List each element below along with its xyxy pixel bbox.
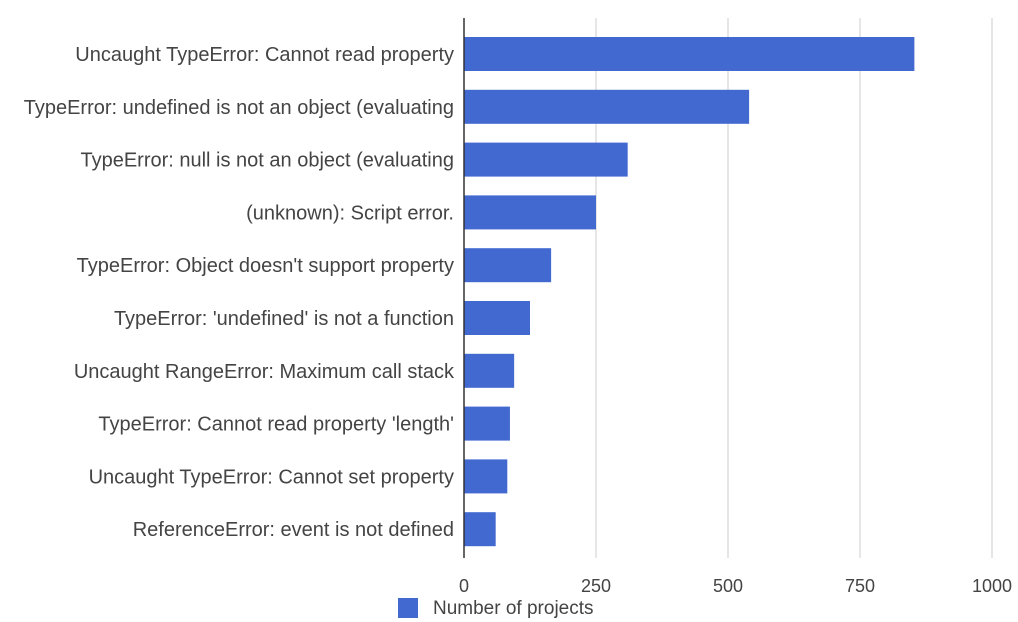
category-label-5: TypeError: Object doesn't support proper… <box>77 255 454 277</box>
x-tick-labels: 0 250 500 750 1000 <box>459 576 1012 596</box>
x-tick-label-500: 500 <box>713 576 743 596</box>
category-label-2: TypeError: undefined is not an object (e… <box>24 97 454 119</box>
bar-4 <box>464 195 596 230</box>
bar-6 <box>464 301 530 335</box>
legend: Number of projects <box>398 598 594 619</box>
bar-2 <box>464 89 750 124</box>
x-tick-label-1000: 1000 <box>972 576 1012 596</box>
legend-label: Number of projects <box>433 598 594 619</box>
category-label-4: (unknown): Script error. <box>246 202 454 224</box>
x-tick-label-750: 750 <box>845 576 875 596</box>
bars <box>464 37 915 547</box>
category-label-9: Uncaught TypeError: Cannot set property <box>89 466 454 488</box>
category-label-6: TypeError: 'undefined' is not a function <box>114 308 454 330</box>
bar-1 <box>464 37 915 71</box>
bar-8 <box>464 406 510 441</box>
category-label-1: Uncaught TypeError: Cannot read property <box>75 44 454 66</box>
bar-9 <box>464 459 508 494</box>
category-label-7: Uncaught RangeError: Maximum call stack <box>74 361 455 383</box>
bar-5 <box>464 248 552 283</box>
category-label-3: TypeError: null is not an object (evalua… <box>80 150 454 172</box>
category-labels: Uncaught TypeError: Cannot read property… <box>24 44 455 541</box>
category-label-8: TypeError: Cannot read property 'length' <box>98 414 454 436</box>
legend-swatch <box>398 598 418 618</box>
bar-3 <box>464 142 628 177</box>
bar-7 <box>464 353 515 388</box>
x-tick-label-0: 0 <box>459 576 469 596</box>
bar-10 <box>464 512 496 547</box>
x-tick-label-250: 250 <box>581 576 611 596</box>
category-label-10: ReferenceError: event is not defined <box>133 519 454 541</box>
